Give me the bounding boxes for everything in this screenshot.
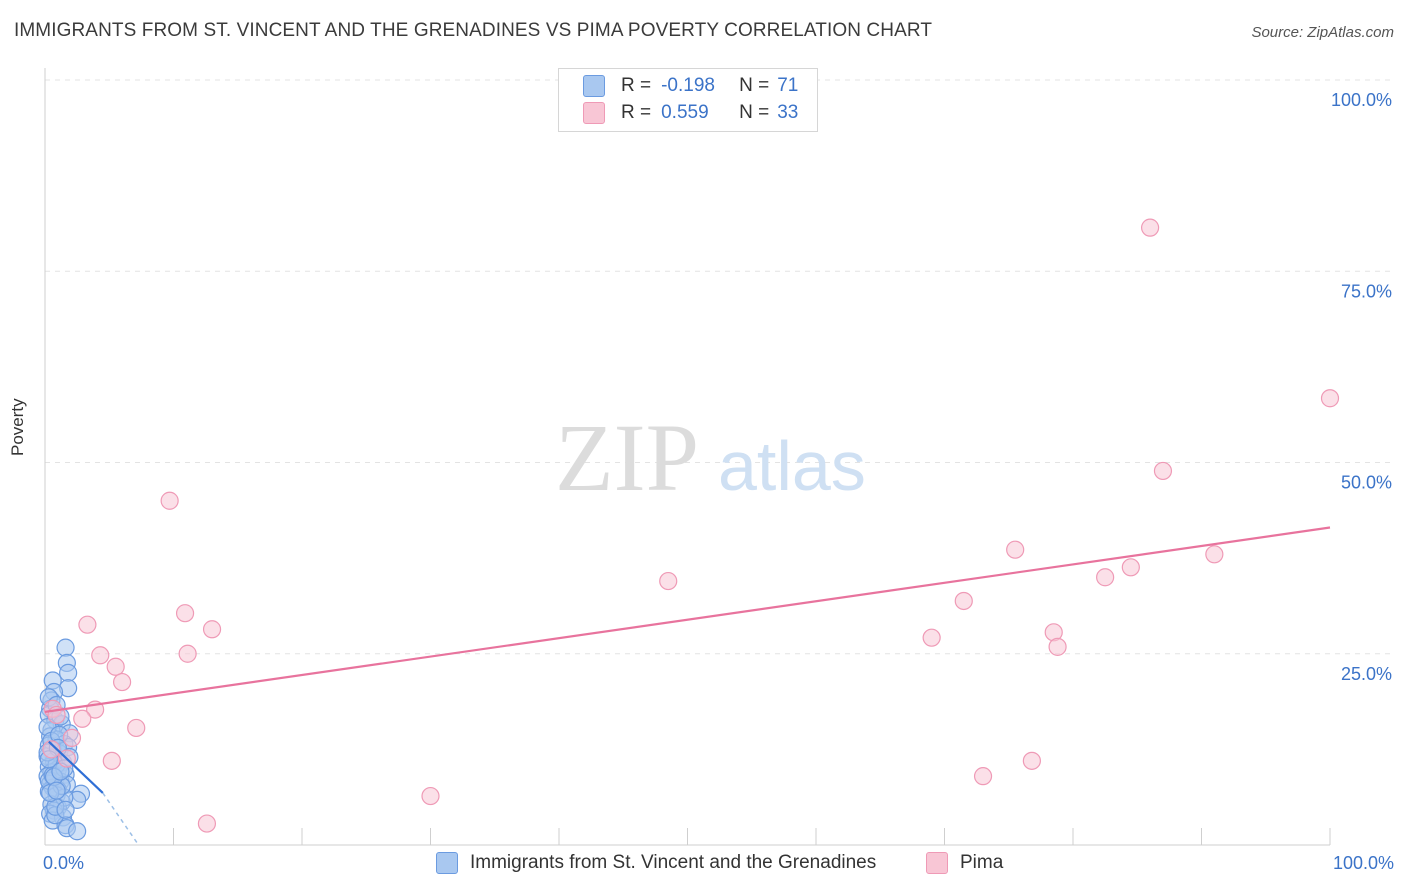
- legend-n-label: N =: [739, 102, 770, 123]
- trendline-immigrants: [48, 740, 104, 794]
- point-pima: [91, 646, 110, 665]
- point-pima: [1205, 545, 1224, 564]
- point-pima: [42, 740, 61, 759]
- point-pima: [178, 644, 197, 663]
- point-pima: [102, 751, 121, 770]
- point-pima: [202, 620, 222, 639]
- series-legend-pima: Pima: [926, 852, 1003, 874]
- legend-r-value: -0.198: [661, 75, 715, 96]
- point-pima: [78, 615, 97, 634]
- point-immigrants: [68, 822, 87, 841]
- point-pima: [1048, 637, 1067, 656]
- point-pima: [112, 672, 132, 692]
- point-pima: [1320, 389, 1340, 408]
- chart-title: IMMIGRANTS FROM ST. VINCENT AND THE GREN…: [14, 20, 933, 41]
- point-immigrants: [56, 638, 75, 657]
- series-swatch-immigrants: [436, 852, 458, 874]
- correlation-legend: R = -0.198 N = 71 R = 0.559 N = 33: [558, 68, 818, 132]
- point-pima: [1096, 568, 1115, 587]
- series-swatch-pima: [926, 852, 948, 874]
- point-immigrants: [56, 800, 75, 819]
- point-pima: [659, 571, 678, 591]
- legend-n-label: N =: [739, 75, 770, 96]
- legend-r-label: R =: [621, 102, 652, 123]
- y-tick-label: 100.0%: [1331, 90, 1392, 110]
- x-tick-label: 100.0%: [1333, 853, 1394, 873]
- legend-swatch-pima: [583, 102, 605, 124]
- point-pima: [973, 767, 993, 786]
- point-immigrants: [59, 663, 78, 682]
- point-pima: [922, 628, 941, 647]
- watermark-atlas: atlas: [718, 427, 866, 505]
- legend-row-immigrants: R = -0.198 N = 71: [583, 74, 798, 98]
- point-pima: [175, 604, 195, 623]
- y-tick-label: 75.0%: [1341, 281, 1392, 301]
- point-pima: [1006, 540, 1025, 559]
- point-pima: [1153, 461, 1173, 481]
- legend-n-value: 71: [777, 75, 799, 96]
- series-label-immigrants: Immigrants from St. Vincent and the Gren…: [470, 852, 877, 873]
- trendline-immigrants-extension: [102, 792, 139, 844]
- point-pima: [954, 591, 973, 611]
- watermark-zip: ZIP: [555, 404, 699, 511]
- point-pima: [127, 718, 146, 738]
- point-pima: [73, 709, 92, 728]
- y-tick-label: 25.0%: [1341, 664, 1392, 684]
- x-tick-label: 0.0%: [43, 853, 84, 873]
- point-pima: [421, 786, 440, 806]
- point-pima: [197, 814, 217, 833]
- y-tick-label: 50.0%: [1341, 473, 1392, 493]
- point-pima: [1022, 751, 1041, 770]
- legend-row-pima: R = 0.559 N = 33: [583, 101, 798, 125]
- point-pima: [106, 657, 125, 676]
- legend-swatch-immigrants: [583, 75, 605, 97]
- series-legend: Immigrants from St. Vincent and the Gren…: [0, 852, 1406, 878]
- point-pima: [62, 728, 82, 748]
- legend-r-label: R =: [621, 75, 652, 96]
- legend-r-value: 0.559: [661, 102, 709, 123]
- point-pima: [1140, 218, 1160, 237]
- legend-n-value: 33: [777, 102, 799, 123]
- trendline-pima: [44, 526, 1331, 713]
- source-label: Source: ZipAtlas.com: [1251, 24, 1394, 41]
- point-immigrants: [47, 781, 66, 800]
- point-pima: [1121, 558, 1140, 577]
- series-legend-immigrants: Immigrants from St. Vincent and the Gren…: [436, 852, 876, 874]
- point-pima: [160, 491, 179, 510]
- series-label-pima: Pima: [960, 852, 1004, 873]
